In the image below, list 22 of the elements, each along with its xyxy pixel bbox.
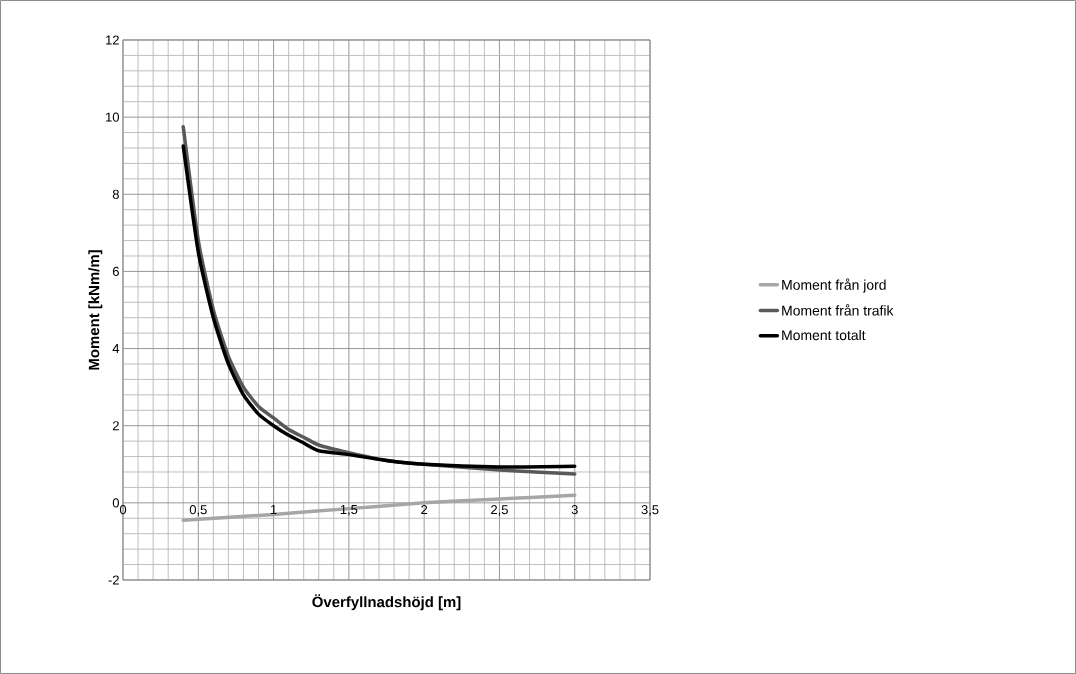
y-tick-label: -2 xyxy=(108,575,119,585)
x-tick-label: 0,5 xyxy=(189,505,207,516)
y-tick-label: 8 xyxy=(112,189,119,199)
y-axis-title: Moment [kNm/m] xyxy=(88,250,103,370)
x-tick-label: 0 xyxy=(119,505,127,515)
y-tick-label: 0 xyxy=(112,498,119,508)
x-axis-title: Överfyllnadshöjd [m] xyxy=(312,594,461,611)
legend-label: Moment från trafik xyxy=(782,304,894,316)
x-tick-label: 2,5 xyxy=(491,505,508,516)
y-tick-label: 4 xyxy=(112,344,120,354)
x-tick-label: 2 xyxy=(421,505,428,515)
y-tick-label: 10 xyxy=(106,112,119,122)
legend-label: Moment från jord xyxy=(782,278,886,293)
x-tick-label: 1,5 xyxy=(340,505,358,516)
y-tick-label: 12 xyxy=(106,35,119,45)
y-tick-label: 6 xyxy=(112,266,119,276)
y-tick-label: 2 xyxy=(112,421,119,431)
x-tick-label: 1 xyxy=(270,505,277,514)
x-tick-label: 3,5 xyxy=(641,505,659,516)
x-tick-label: 3 xyxy=(571,505,578,515)
line-series xyxy=(181,493,577,522)
legend-label: Moment totalt xyxy=(782,329,866,341)
